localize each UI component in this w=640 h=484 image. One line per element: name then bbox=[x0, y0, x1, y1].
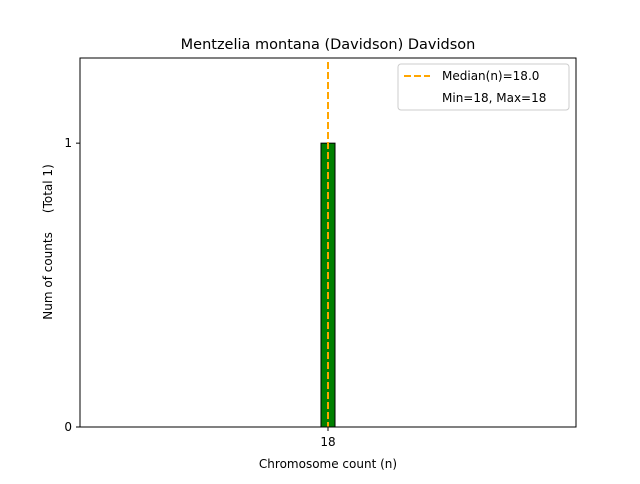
chart-title: Mentzelia montana (Davidson) Davidson bbox=[181, 37, 476, 53]
y-tick-label: 0 bbox=[64, 420, 72, 434]
legend-median-label: Median(n)=18.0 bbox=[442, 69, 539, 83]
y-tick-label: 1 bbox=[64, 136, 72, 150]
x-tick-label: 18 bbox=[320, 435, 335, 449]
legend-minmax-label: Min=18, Max=18 bbox=[442, 91, 546, 105]
legend: Median(n)=18.0 Min=18, Max=18 bbox=[397, 63, 570, 111]
x-axis-label: Chromosome count (n) bbox=[259, 457, 397, 471]
legend-box bbox=[397, 63, 570, 111]
y-axis-label: Num of counts (Total 1) bbox=[41, 164, 55, 319]
